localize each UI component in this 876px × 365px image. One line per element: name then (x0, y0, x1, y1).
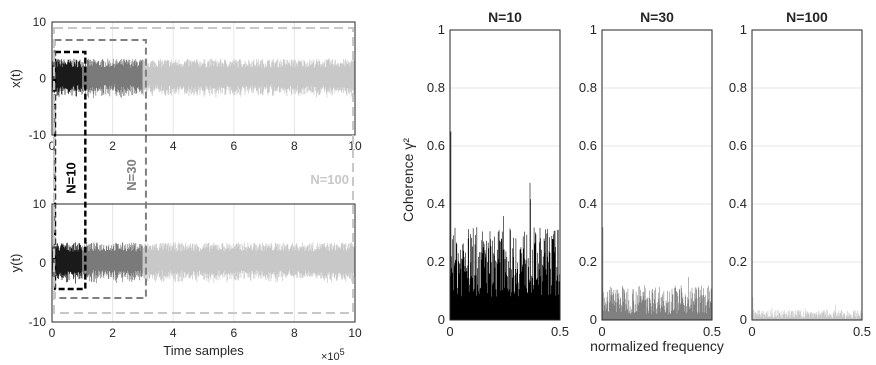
xt-xtick-label: 4 (170, 139, 177, 153)
coh10-title: N=10 (488, 9, 522, 25)
yt-x-exponent-power: 5 (340, 347, 345, 357)
coh10-ylabel: Coherence γ² (400, 138, 416, 222)
yt-ytick-label: -10 (29, 315, 47, 329)
coh10-ytick-label: 0.8 (427, 80, 445, 95)
xt-xtick-label: 0 (49, 139, 56, 153)
xt-xtick-label: 6 (230, 139, 237, 153)
yt-xtick-label: 8 (291, 326, 298, 340)
yt-xtick-label: 0 (49, 326, 56, 340)
coh10-ytick-label: 1 (438, 22, 445, 37)
xt-ylabel: x(t) (8, 69, 23, 88)
window-label-1: N=30 (124, 159, 139, 190)
coh10-ytick-label: 0.6 (427, 138, 445, 153)
yt-x-exponent: ×105 (321, 347, 345, 363)
yt-ytick-label: 10 (33, 197, 47, 211)
xt-ytick-label: 10 (33, 15, 47, 29)
coh10-ytick-label: 0.2 (427, 254, 445, 269)
coh10-coherence-spectrum (449, 131, 561, 320)
coh100-xtick-label: 0 (748, 324, 755, 339)
coh30-coherence-spectrum (601, 227, 713, 320)
coh30-ytick-label: 0 (590, 312, 597, 327)
coh100-ytick-label: 0.4 (729, 196, 747, 211)
yt-xtick-label: 10 (348, 326, 362, 340)
window-label-2: N=100 (310, 172, 349, 187)
coherence-n30-panel: 0 0.2 0.4 0.6 0.8 1 0 0.5 N=30 normalized frequen… (579, 9, 724, 354)
coh10-axes-box (449, 29, 561, 321)
coh100-title: N=100 (786, 9, 828, 25)
coh30-ytick-label: 1 (590, 22, 597, 37)
coh10-ytick-label: 0.4 (427, 196, 445, 211)
coh100-xtick-label: 0.5 (853, 324, 871, 339)
coh30-xlabel: normalized frequency (590, 338, 724, 354)
window-box-2 (53, 27, 354, 314)
coherence-n10-panel: 0 0.2 0.4 0.6 0.8 1 0 0.5 N=10 Coherence γ² (400, 9, 569, 339)
yt-ylabel: y(t) (8, 254, 23, 273)
coh30-ytick-label: 0.8 (579, 80, 597, 95)
yt-xtick-label: 6 (230, 326, 237, 340)
xt-xtick-label: 10 (348, 139, 362, 153)
xt-xtick-label: 2 (109, 139, 116, 153)
coh100-ytick-label: 0.2 (729, 254, 747, 269)
yt-xtick-label: 4 (170, 326, 177, 340)
coh30-ytick-label: 0.6 (579, 138, 597, 153)
coh30-axes-box (601, 29, 713, 321)
coh30-ytick-label: 0.4 (579, 196, 597, 211)
coh30-xtick-label: 0 (598, 324, 605, 339)
coh100-ytick-label: 0 (740, 312, 747, 327)
coh100-coherence-spectrum (751, 296, 863, 320)
yt-xlabel: Time samples (163, 343, 244, 358)
coh100-ytick-label: 0.8 (729, 80, 747, 95)
window-boxes: N=10 N=30 N=100 (53, 27, 354, 314)
window-label-0: N=10 (63, 162, 78, 193)
coh100-axes-box (751, 29, 863, 321)
coh30-ytick-label: 0.2 (579, 254, 597, 269)
xt-xtick-label: 8 (291, 139, 298, 153)
coh10-ytick-label: 0 (438, 312, 445, 327)
xt-axes-box (51, 21, 356, 136)
yt-xtick-label: 2 (109, 326, 116, 340)
yt-axes-box (51, 203, 356, 323)
yt-signal-segment-2 (142, 242, 356, 283)
xt-signal-segment-2 (142, 58, 356, 98)
xt-signal-segment-1 (81, 58, 144, 99)
yt-ytick-label: 0 (39, 256, 46, 270)
coh100-ytick-label: 0.6 (729, 138, 747, 153)
coh100-ytick-label: 1 (740, 22, 747, 37)
window-box-1 (53, 39, 147, 299)
xt-ytick-label: -10 (29, 128, 47, 142)
yt-signal-segment-1 (81, 242, 144, 284)
coherence-n100-panel: 0 0.2 0.4 0.6 0.8 1 0 0.5 N=100 (729, 9, 871, 339)
xt-ytick-label: 0 (39, 72, 46, 86)
coh10-xtick-label: 0 (446, 324, 453, 339)
coh30-title: N=30 (640, 9, 674, 25)
coh30-xtick-label: 0.5 (703, 324, 721, 339)
coh10-xtick-label: 0.5 (551, 324, 569, 339)
